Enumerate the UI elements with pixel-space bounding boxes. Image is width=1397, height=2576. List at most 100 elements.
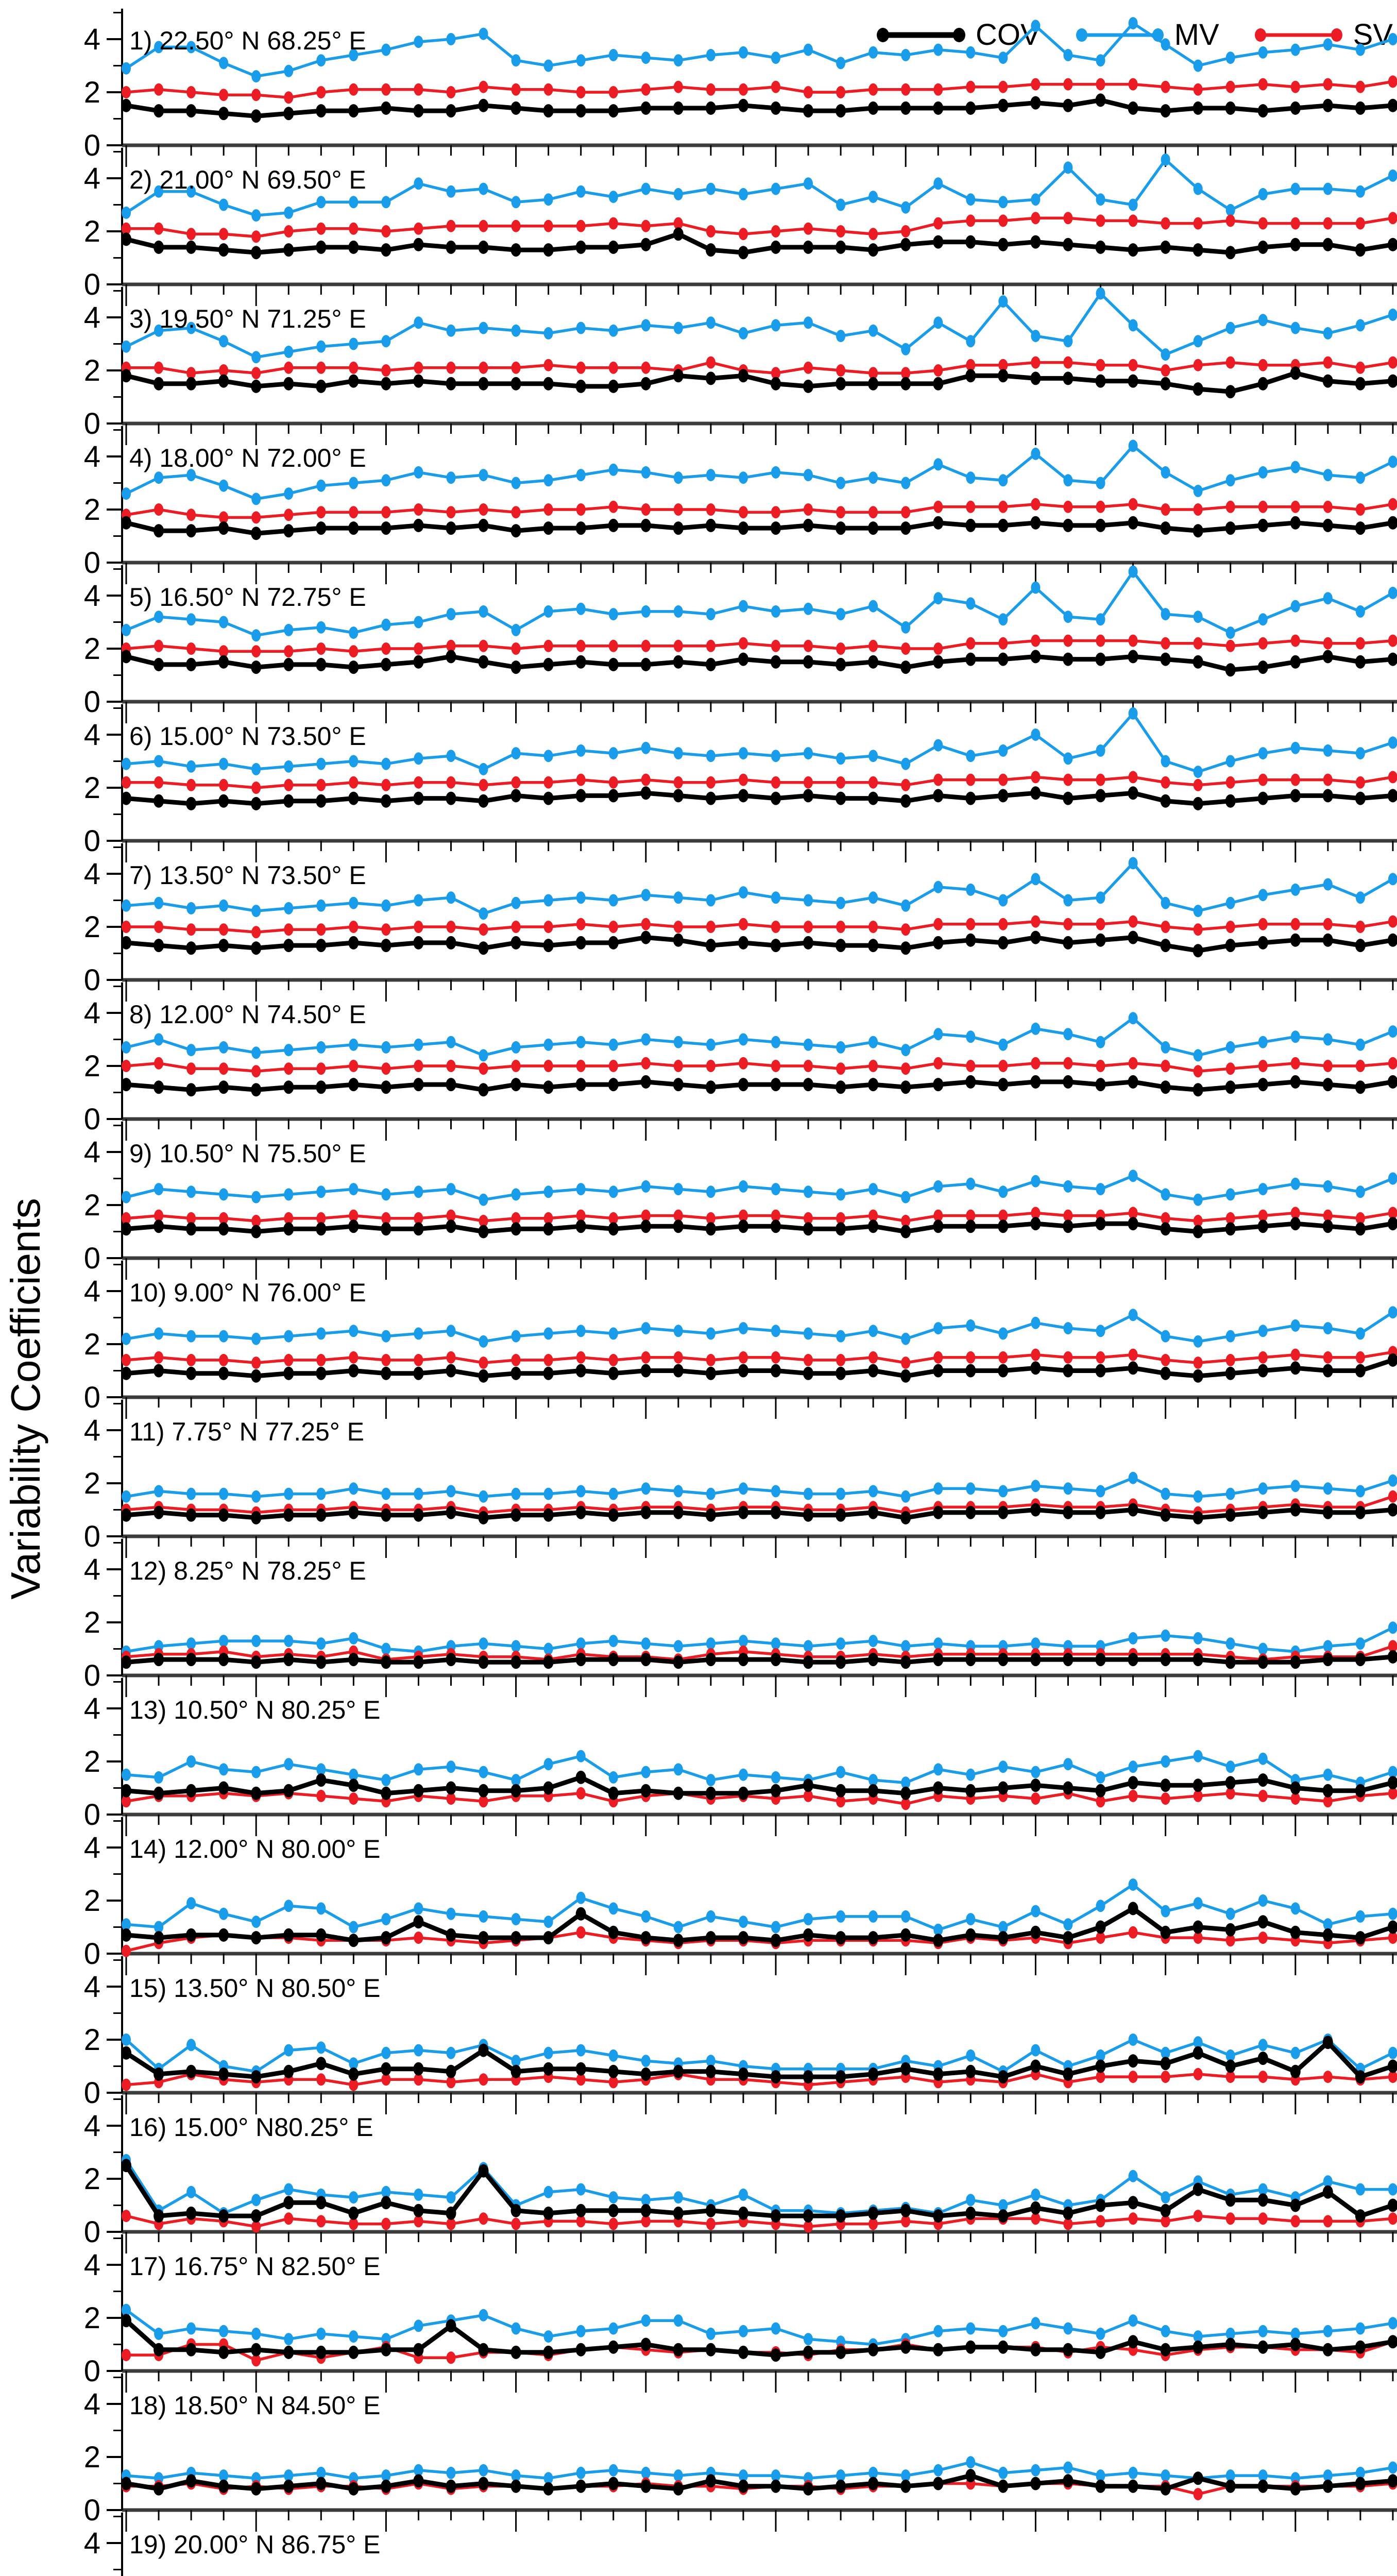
sv-point [316,222,326,235]
mv-point [219,1907,229,1920]
cov-point [1128,2479,1138,2493]
cov-point [1225,1508,1236,1522]
sv-point [543,219,553,232]
sv-point [1128,359,1138,371]
cov-point [543,104,554,118]
mv-point [1031,1766,1041,1778]
panel-16-plot: 024 16) 15.00° N80.25° E [84,2095,1397,2253]
sv-point [446,86,456,98]
mv-point [186,2039,196,2052]
y-tick-label: 2 [84,2023,100,2057]
sv-point [381,642,391,655]
mv-point [998,1038,1008,1051]
sv-point [966,359,976,371]
cov-point [348,2206,359,2220]
cov-point [316,379,327,393]
cov-point [316,104,327,118]
panel-title: 8) 12.00° N 74.50° E [129,1000,366,1029]
sv-point [1290,217,1300,230]
cov-line [124,1507,1395,1520]
cov-point [218,1222,229,1236]
cov-point [1128,1075,1138,1089]
cov-point [1257,1915,1268,1929]
sv-point [154,639,164,652]
sv-point [641,1209,651,1222]
cov-point [803,1366,813,1380]
mv-point [543,2046,553,2059]
cov-line [124,1221,1395,1234]
mv-point [1096,1183,1105,1196]
cov-point [186,1784,197,1798]
cov-point [381,1786,391,1800]
cov-point [575,1078,586,1092]
mv-point [836,608,846,621]
cov-point [705,939,716,953]
mv-point [316,2466,326,2479]
sv-point [706,356,715,369]
mv-point [1258,188,1268,200]
sv-point [706,1060,715,1072]
mv-point [576,891,586,904]
sv-point [186,1353,196,1366]
cov-point [283,1653,294,1667]
cov-point [933,789,944,803]
cov-point [771,2348,781,2362]
mv-point [284,487,294,500]
cov-point [186,1653,197,1667]
mv-point [219,2469,229,2482]
cov-point [1095,1784,1106,1798]
sv-point [868,83,878,96]
cov-point [1128,1361,1138,1375]
cov-point [608,2477,619,2490]
cov-point [1160,104,1171,118]
mv-point [414,1763,423,1776]
mv-line [125,292,1394,359]
mv-point [1225,2049,1235,2062]
cov-point [186,1928,197,1942]
cov-point [1290,516,1301,530]
cov-point [1290,1217,1301,1231]
mv-line [125,1016,1394,1057]
mv-point [1225,2327,1235,2340]
mv-point [966,471,976,484]
cov-point [1387,1650,1397,1664]
cov-point [998,2479,1009,2493]
sv-point [479,778,488,791]
sv-point [251,1214,261,1227]
sv-point [1355,1212,1365,1225]
mv-point [1355,891,1365,904]
mv-point [706,2327,715,2340]
sv-point [1128,1789,1138,1802]
cov-point [1095,2479,1106,2493]
mv-point [836,330,846,343]
mv-point [771,1036,780,1048]
sv-point [446,506,456,519]
cov-point [1063,1219,1074,1233]
sv-point [381,225,391,238]
sv-point [479,2073,488,2086]
sv-line [125,1931,1394,1953]
mv-point [1290,2327,1300,2340]
sv-point [1193,923,1203,936]
sv-point [1355,503,1365,516]
mv-point [1355,471,1365,484]
sv-point [933,83,943,96]
mv-point [122,1768,131,1781]
cov-point [705,1222,716,1236]
mv-point [804,1487,813,1500]
cov-point [1128,786,1138,800]
sv-point [1031,915,1041,928]
cov-point [1192,1083,1203,1097]
cov-point [478,377,489,391]
mv-point [122,1041,131,1054]
mv-point [868,324,878,337]
mv-point [543,1758,553,1771]
cov-point [640,2337,651,2351]
panel-11-plot: 024 11) 7.75° N 77.25° E [84,1399,1397,1558]
legend-item-cov: COV [875,18,1041,52]
mv-point [706,1038,715,1051]
sv-point [576,1351,586,1364]
mv-point [1290,600,1300,613]
mv-point [511,1188,521,1201]
cov-point [803,240,813,254]
